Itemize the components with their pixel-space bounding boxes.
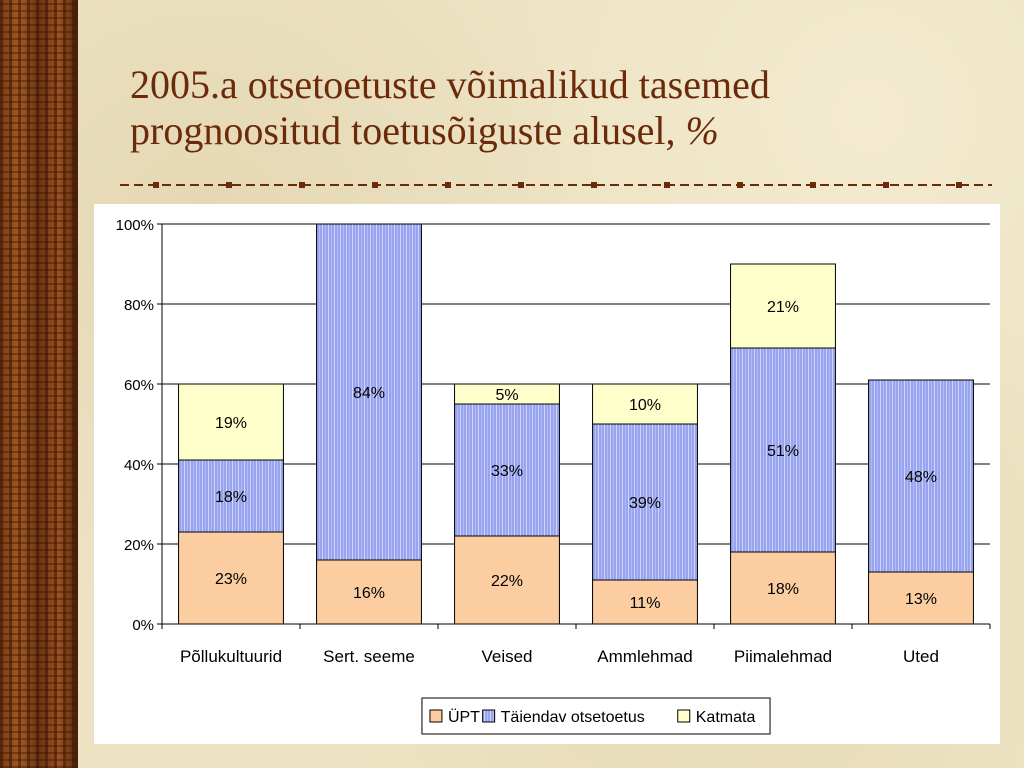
- legend-swatch: [677, 709, 691, 723]
- data-label: 51%: [767, 443, 799, 460]
- title-divider: [120, 182, 992, 188]
- data-label: 21%: [767, 299, 799, 316]
- legend-label: Täiendav otsetoetus: [501, 709, 645, 726]
- bar-segment: [316, 223, 422, 561]
- data-label: 5%: [495, 387, 518, 404]
- title-line-2: prognoositud toetusõiguste alusel, %: [130, 108, 990, 154]
- data-label: 39%: [629, 495, 661, 512]
- data-label: 23%: [215, 571, 247, 588]
- x-tick-label: Sert. seeme: [323, 647, 415, 666]
- divider-dot: [591, 182, 597, 188]
- data-label: 48%: [905, 469, 937, 486]
- slide-title: 2005.a otsetoetuste võimalikud tasemed p…: [130, 62, 990, 154]
- y-tick-label: 80%: [124, 297, 154, 314]
- x-tick-label: Veised: [481, 647, 532, 666]
- bar-segment: [592, 423, 698, 581]
- bar-segment: [730, 551, 836, 625]
- y-tick-label: 20%: [124, 537, 154, 554]
- x-tick-label: Ammlehmad: [597, 647, 692, 666]
- bar-segment: [730, 347, 836, 553]
- title-percent: %: [685, 108, 719, 153]
- data-label: 33%: [491, 463, 523, 480]
- divider-dot: [372, 182, 378, 188]
- bar-segment: [454, 403, 560, 537]
- data-label: 11%: [630, 595, 661, 612]
- divider-dot: [518, 182, 524, 188]
- divider-dot: [810, 182, 816, 188]
- bar-segment: [592, 383, 698, 425]
- divider-dot: [737, 182, 743, 188]
- title-line-2-text: prognoositud toetusõiguste alusel,: [130, 108, 676, 153]
- data-label: 13%: [905, 591, 937, 608]
- data-label: 16%: [353, 585, 385, 602]
- legend-swatch: [482, 709, 496, 723]
- divider-dot: [299, 182, 305, 188]
- x-tick-label: Piimalehmad: [734, 647, 832, 666]
- decorative-sidebar: [0, 0, 78, 768]
- y-tick-label: 100%: [116, 217, 154, 234]
- data-label: 10%: [629, 397, 661, 414]
- title-line-1: 2005.a otsetoetuste võimalikud tasemed: [130, 62, 770, 107]
- data-label: 18%: [215, 489, 247, 506]
- bar-segment: [178, 383, 284, 461]
- bar-segment: [868, 379, 974, 573]
- data-label: 19%: [215, 415, 247, 432]
- divider-dot: [883, 182, 889, 188]
- data-label: 84%: [353, 385, 385, 402]
- y-tick-label: 0%: [132, 617, 154, 634]
- legend-box: [421, 697, 771, 735]
- x-tick-label: Põllukultuurid: [180, 647, 282, 666]
- chart-panel: 0% 20% 40% 60% 80% 100% Põllukultuurid Sert. se…: [94, 204, 1000, 744]
- divider-dot: [956, 182, 962, 188]
- divider-dot: [445, 182, 451, 188]
- legend-label: Katmata: [696, 709, 756, 726]
- bar-segment: [454, 535, 560, 625]
- y-tick-label: 40%: [124, 457, 154, 474]
- bar-segment: [178, 459, 284, 533]
- bar-segment: [730, 263, 836, 349]
- bar-segment: [454, 383, 560, 405]
- divider-dot: [664, 182, 670, 188]
- legend-swatch: [429, 709, 443, 723]
- divider-dot: [226, 182, 232, 188]
- stacked-bar-chart: 0% 20% 40% 60% 80% 100% Põllukultuurid Sert. se…: [116, 217, 991, 735]
- divider-dot: [153, 182, 159, 188]
- bar-segment: [592, 579, 698, 625]
- data-label: 22%: [491, 573, 523, 590]
- legend-label: ÜPT: [448, 708, 480, 726]
- y-tick-label: 60%: [124, 377, 154, 394]
- x-tick-label: Uted: [903, 647, 939, 666]
- data-label: 18%: [767, 581, 799, 598]
